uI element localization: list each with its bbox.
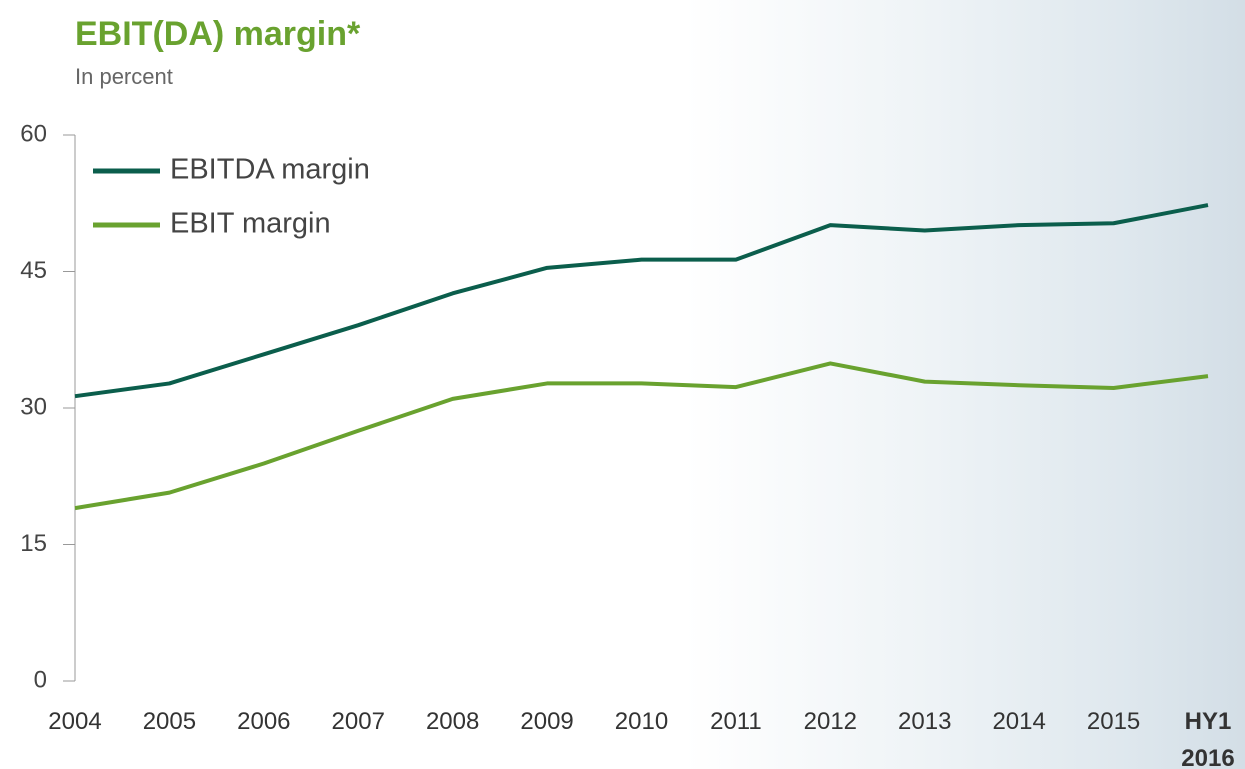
x-tick-label: 2015 [1079, 703, 1149, 740]
x-tick-label: 2009 [512, 703, 582, 740]
legend-label: EBITDA margin [170, 154, 370, 186]
page: EBIT(DA) margin* In percent 0 15 30 45 60 EBI… [0, 0, 1245, 769]
x-tick-label: 2008 [418, 703, 488, 740]
x-tick-label: 2006 [229, 703, 299, 740]
y-tick-label: 15 [20, 530, 47, 557]
y-tick-label: 60 [20, 120, 47, 147]
x-tick-label: 2012 [795, 703, 865, 740]
x-tick-label: 2014 [984, 703, 1054, 740]
x-tick-label: 2013 [890, 703, 960, 740]
chart-title: EBIT(DA) margin* [75, 15, 361, 53]
x-tick-label: 2007 [323, 703, 393, 740]
chart: EBIT(DA) margin* In percent 0 15 30 45 60 EBI… [0, 0, 1245, 769]
x-tick-label: 2005 [134, 703, 204, 740]
y-tick-label: 0 [34, 666, 47, 693]
y-tick-label: 45 [20, 257, 47, 284]
line-series [75, 363, 1208, 508]
chart-subtitle: In percent [75, 64, 173, 89]
x-tick-label: HY1 2016 [1173, 703, 1243, 769]
y-tick-label: 30 [20, 393, 47, 420]
x-tick-label: 2011 [701, 703, 771, 740]
x-tick-label: 2010 [607, 703, 677, 740]
x-tick-label: 2004 [40, 703, 110, 740]
legend-label: EBIT margin [170, 208, 331, 240]
